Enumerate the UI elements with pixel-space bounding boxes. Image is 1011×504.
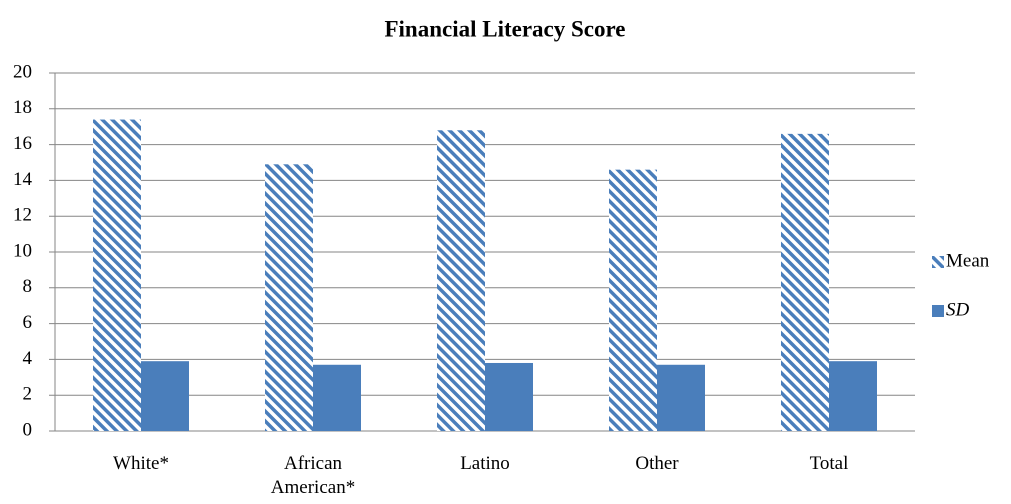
y-tick-label: 2 — [23, 384, 33, 405]
y-tick-label: 16 — [13, 133, 32, 154]
bar — [93, 119, 141, 431]
bar — [657, 364, 705, 431]
legend-swatch — [932, 305, 944, 317]
y-tick-label: 14 — [13, 169, 33, 190]
legend-label: Mean — [946, 250, 990, 271]
x-tick-label: Latino — [460, 453, 510, 474]
y-tick-label: 6 — [23, 312, 33, 333]
legend-label: SD — [946, 299, 970, 320]
x-tick-label: Other — [635, 453, 679, 474]
chart-title: Financial Literacy Score — [384, 16, 625, 41]
bar — [609, 169, 657, 431]
x-tick-label: African American* — [270, 453, 356, 498]
bar — [141, 361, 189, 431]
y-tick-label: 12 — [13, 205, 32, 226]
y-tick-label: 20 — [13, 61, 32, 82]
bar — [829, 361, 877, 431]
y-tick-label: 18 — [13, 97, 32, 118]
x-tick-label: Total — [809, 453, 849, 474]
y-tick-label: 8 — [23, 276, 33, 297]
bar — [313, 364, 361, 431]
y-tick-label: 4 — [23, 348, 33, 369]
bar — [265, 164, 313, 432]
y-tick-label: 10 — [13, 240, 32, 261]
bar — [485, 362, 533, 431]
x-tick-label: White* — [113, 453, 169, 474]
legend-swatch — [932, 256, 944, 268]
bar — [781, 133, 829, 432]
bar — [437, 130, 485, 431]
y-tick-label: 0 — [23, 419, 33, 440]
